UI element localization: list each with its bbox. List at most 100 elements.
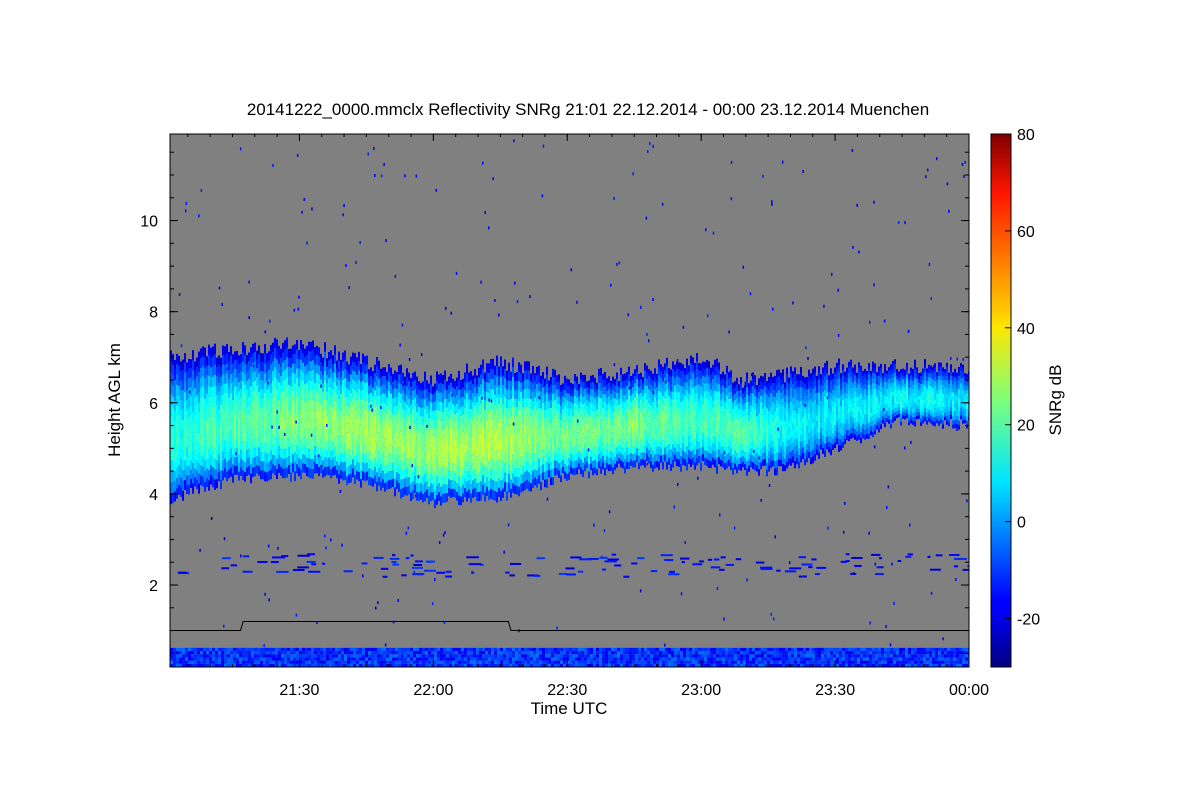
heatmap-cell bbox=[604, 394, 606, 402]
heatmap-cell bbox=[466, 373, 468, 384]
heatmap-cell bbox=[718, 456, 720, 465]
heatmap-cell bbox=[302, 445, 304, 455]
heatmap-cell bbox=[546, 461, 548, 471]
heatmap-cell bbox=[560, 454, 562, 462]
heatmap-cell bbox=[486, 382, 488, 392]
heatmap-cell bbox=[478, 377, 480, 387]
heatmap-cell bbox=[194, 423, 196, 433]
heatmap-cell bbox=[534, 477, 536, 486]
heatmap-cell bbox=[330, 377, 332, 387]
heatmap-cell bbox=[788, 427, 790, 434]
heatmap-cell bbox=[182, 409, 184, 421]
heatmap-cell bbox=[230, 402, 232, 412]
heatmap-cell bbox=[714, 421, 716, 429]
heatmap-cell bbox=[608, 382, 610, 390]
heatmap-cell bbox=[576, 446, 578, 454]
heatmap-cell bbox=[400, 393, 402, 403]
heatmap-cell bbox=[800, 455, 802, 463]
heatmap-cell bbox=[312, 459, 314, 469]
heatmap-cell bbox=[396, 372, 398, 381]
heatmap-cell bbox=[842, 394, 844, 401]
heatmap-cell bbox=[812, 388, 814, 396]
heatmap-cell bbox=[460, 424, 462, 434]
heatmap-cell bbox=[428, 409, 430, 419]
heatmap-cell bbox=[866, 404, 868, 410]
heatmap-cell bbox=[384, 438, 386, 448]
heatmap-cell bbox=[238, 355, 240, 365]
heatmap-cell bbox=[336, 360, 338, 370]
heatmap-cell bbox=[764, 392, 766, 400]
heatmap-cell bbox=[760, 429, 762, 436]
heatmap-cell bbox=[172, 396, 174, 408]
heatmap-cell bbox=[268, 452, 270, 462]
heatmap-cell bbox=[382, 436, 384, 445]
heatmap-cell bbox=[780, 406, 782, 413]
heatmap-cell bbox=[574, 446, 576, 454]
heatmap-cell bbox=[278, 355, 280, 365]
heatmap-cell bbox=[704, 420, 706, 429]
heatmap-cell bbox=[672, 391, 674, 400]
heatmap-cell bbox=[708, 406, 710, 415]
heatmap-cell bbox=[286, 437, 288, 448]
heatmap-cell bbox=[518, 381, 520, 392]
heatmap-cell bbox=[540, 408, 542, 417]
heatmap-cell bbox=[678, 362, 680, 370]
heatmap-cell bbox=[322, 357, 324, 367]
heatmap-cell bbox=[614, 405, 616, 412]
heatmap-cell bbox=[610, 387, 612, 394]
heatmap-cell bbox=[850, 399, 852, 405]
heatmap-cell bbox=[862, 409, 864, 415]
heatmap-cell bbox=[582, 440, 584, 448]
heatmap-cell bbox=[426, 380, 428, 389]
heatmap-cell bbox=[768, 464, 770, 472]
heatmap-cell bbox=[728, 378, 730, 386]
heatmap-cell bbox=[704, 442, 706, 451]
heatmap-cell bbox=[692, 449, 694, 458]
heatmap-cell bbox=[268, 425, 270, 435]
heatmap-cell bbox=[218, 355, 220, 365]
heatmap-cell bbox=[496, 460, 498, 472]
heatmap-cell bbox=[822, 416, 824, 424]
heatmap-cell bbox=[510, 479, 512, 489]
heatmap-cell bbox=[254, 371, 256, 381]
heatmap-cell bbox=[700, 371, 702, 379]
heatmap-cell bbox=[446, 467, 448, 476]
heatmap-cell bbox=[450, 480, 452, 490]
heatmap-cell bbox=[710, 403, 712, 411]
heatmap-cell bbox=[466, 402, 468, 413]
heatmap-cell bbox=[630, 388, 632, 396]
heatmap-cell bbox=[410, 474, 412, 484]
heatmap-cell bbox=[322, 460, 324, 470]
heatmap-cell bbox=[496, 408, 498, 419]
heatmap-cell bbox=[516, 372, 518, 381]
heatmap-cell bbox=[402, 479, 404, 489]
heatmap-cell bbox=[234, 430, 236, 440]
heatmap-cell bbox=[236, 412, 238, 422]
heatmap-cell bbox=[454, 472, 456, 482]
heatmap-cell bbox=[594, 453, 596, 460]
heatmap-cell bbox=[548, 435, 550, 443]
heatmap-cell bbox=[728, 405, 730, 413]
heatmap-cell bbox=[764, 432, 766, 440]
heatmap-cell bbox=[566, 466, 568, 474]
heatmap-cell bbox=[456, 456, 458, 466]
heatmap-cell bbox=[528, 481, 530, 491]
heatmap-cell bbox=[352, 388, 354, 398]
heatmap-cell bbox=[686, 414, 688, 423]
heatmap-cell bbox=[518, 429, 520, 439]
heatmap-cell bbox=[604, 431, 606, 439]
heatmap-cell bbox=[724, 381, 726, 388]
heatmap-cell bbox=[574, 381, 576, 389]
heatmap-cell bbox=[466, 412, 468, 423]
heatmap-cell bbox=[430, 465, 432, 475]
heatmap-cell bbox=[846, 398, 848, 404]
heatmap-cell bbox=[688, 386, 690, 394]
heatmap-cell bbox=[614, 463, 616, 471]
heatmap-cell bbox=[720, 400, 722, 408]
heatmap-cell bbox=[410, 483, 412, 493]
heatmap-cell bbox=[586, 418, 588, 425]
heatmap-cell bbox=[592, 439, 594, 447]
heatmap-cell bbox=[756, 440, 758, 447]
heatmap-cell bbox=[232, 372, 234, 382]
heatmap-cell bbox=[600, 420, 602, 429]
